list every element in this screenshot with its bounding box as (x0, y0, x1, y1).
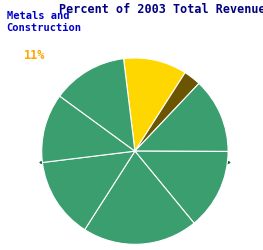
Wedge shape (124, 58, 185, 151)
Wedge shape (135, 84, 228, 152)
Text: Metals and
Construction: Metals and Construction (7, 11, 82, 33)
Ellipse shape (39, 155, 230, 170)
Wedge shape (135, 151, 228, 223)
Wedge shape (42, 96, 135, 162)
Wedge shape (135, 73, 199, 151)
Wedge shape (85, 151, 194, 244)
Text: 11%: 11% (24, 49, 45, 62)
Wedge shape (42, 151, 135, 230)
Wedge shape (60, 59, 135, 151)
Text: Percent of 2003 Total Revenues: Percent of 2003 Total Revenues (59, 4, 263, 16)
